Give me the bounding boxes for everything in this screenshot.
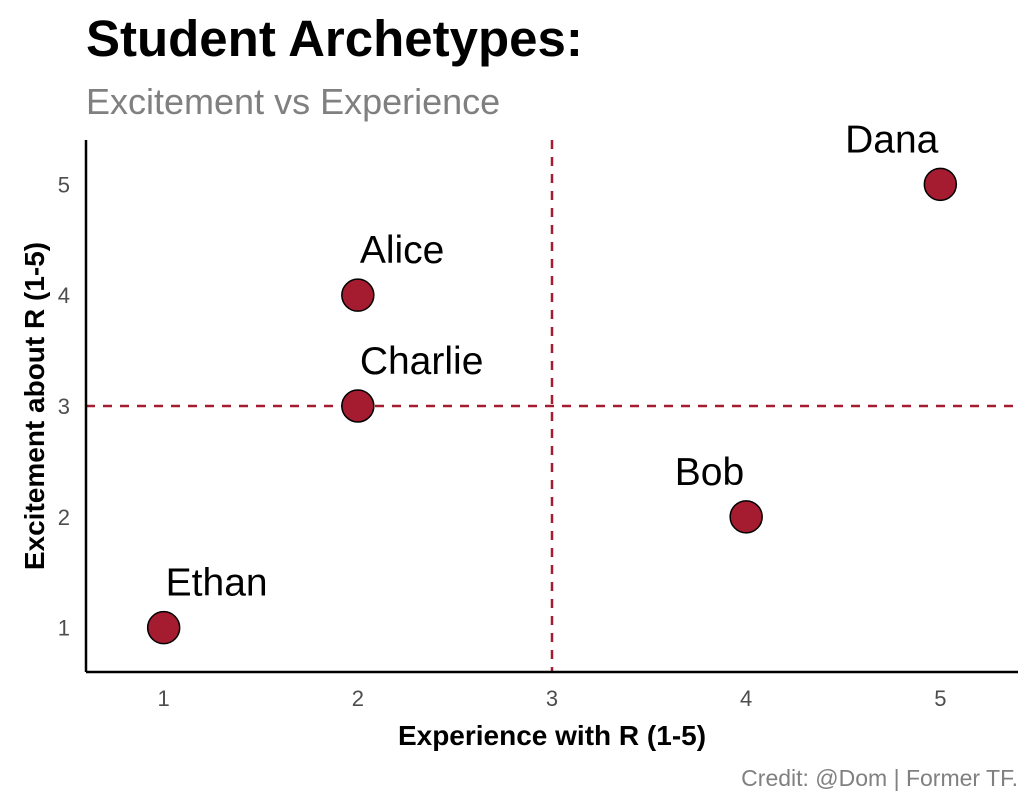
x-tick-label: 2 [352, 686, 364, 711]
credit-caption: Credit: @Dom | Former TF. [741, 765, 1018, 791]
y-tick-label: 3 [58, 394, 70, 419]
x-axis-title: Experience with R (1-5) [398, 720, 706, 751]
data-points [146, 167, 958, 645]
reference-lines [86, 140, 1018, 672]
y-axis-title: Excitement about R (1-5) [19, 242, 50, 570]
y-tick-labels: 1 2 3 4 5 [58, 172, 70, 640]
x-tick-label: 1 [158, 686, 170, 711]
x-tick-label: 5 [934, 686, 946, 711]
point-label: Ethan [166, 562, 268, 605]
point-label: Alice [360, 229, 445, 272]
data-point [146, 610, 181, 645]
y-tick-label: 2 [58, 505, 70, 530]
point-label: Bob [675, 451, 744, 494]
chart-subtitle: Excitement vs Experience [86, 81, 501, 122]
x-tick-labels: 1 2 3 4 5 [158, 686, 947, 711]
chart-title: Student Archetypes: [86, 10, 583, 67]
data-point [341, 278, 375, 312]
data-point [729, 500, 763, 534]
y-tick-label: 4 [58, 283, 70, 308]
x-tick-label: 4 [740, 686, 752, 711]
data-point [341, 389, 375, 423]
y-tick-label: 1 [58, 616, 70, 641]
point-labels: Alice Bob Charlie Dana Ethan [166, 118, 939, 604]
data-point [923, 167, 958, 202]
y-tick-label: 5 [58, 172, 70, 197]
x-tick-label: 3 [546, 686, 558, 711]
point-label: Charlie [360, 340, 484, 383]
point-label: Dana [845, 118, 939, 161]
